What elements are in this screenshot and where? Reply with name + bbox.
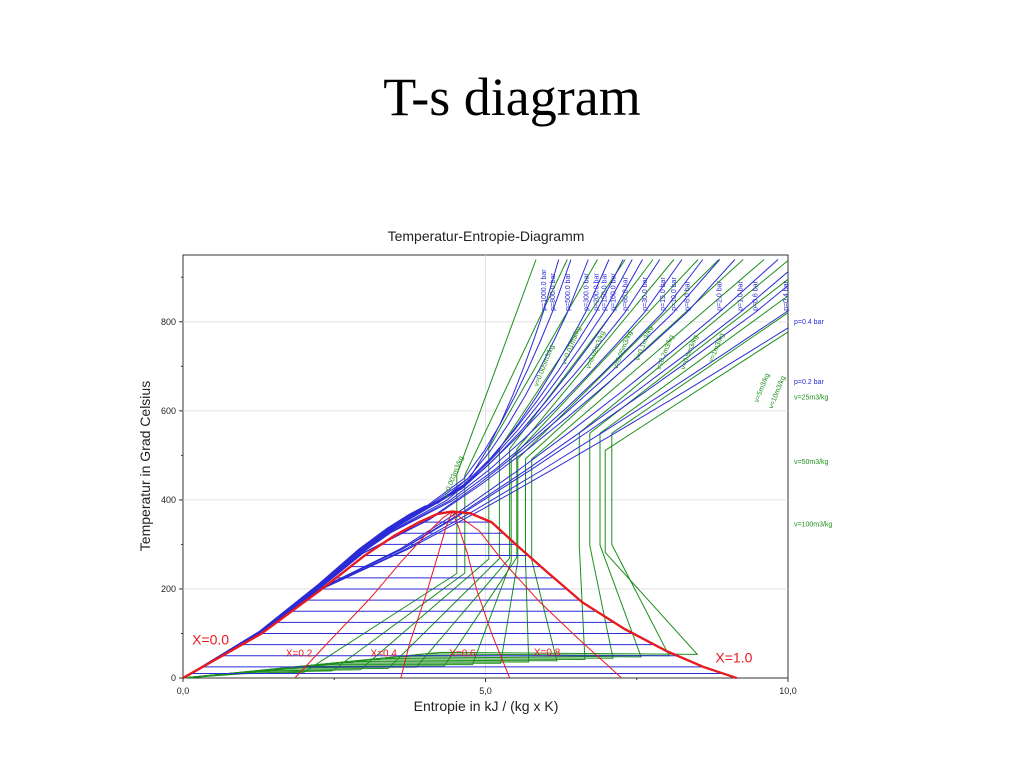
y-tick-label: 800	[161, 317, 176, 327]
quality-line	[451, 511, 511, 679]
quality-layer	[182, 510, 737, 680]
x-axis-label: Entropie in kJ / (kg x K)	[414, 698, 559, 714]
isochore-inline-label: v=0.5m3/kg	[680, 334, 700, 370]
quality-label: X=0.2	[286, 649, 313, 660]
isochore-inline-label: v=0.2m3/kg	[656, 334, 676, 370]
isobar-label: p=6.0 bar	[684, 280, 691, 310]
isobar-label: p=800.0 bar	[550, 273, 557, 311]
isobar-line	[182, 259, 624, 679]
isobar-layer	[182, 259, 789, 679]
quality-line	[294, 511, 453, 679]
isobar-label: p=1000.0 bar	[541, 269, 548, 311]
quality-label: X=0.0	[192, 632, 229, 648]
isobar-line	[182, 259, 704, 679]
y-tick-label: 600	[161, 406, 176, 416]
isobar-label: p=2.0 bar	[716, 280, 723, 310]
isochore-line	[182, 331, 789, 679]
chart-title: Temperatur-Entropie-Diagramm	[388, 228, 585, 244]
axis-layer: 0,0 5,0 10,0 0 200 400 600 800	[161, 276, 797, 696]
isobar-label: p=100.0 bar	[611, 273, 618, 311]
isochore-line	[182, 259, 699, 679]
isobar-label: p=0.6 bar	[753, 280, 760, 310]
quality-line	[451, 511, 622, 679]
isochore-inline-label: v=10m3/kg	[768, 375, 787, 410]
isochore-line	[182, 259, 598, 679]
isobar-label: p=15.0 bar	[660, 277, 667, 311]
quality-line	[400, 511, 453, 679]
isobar-label: p=300.0 bar	[583, 273, 590, 311]
x-tick-label: 0,0	[177, 686, 190, 696]
x-tick-label: 5,0	[479, 686, 492, 696]
isochore-side-label: v=25m3/kg	[794, 394, 829, 401]
isochore-line	[182, 259, 744, 679]
isobar-label: p=10.0 bar	[671, 277, 678, 311]
saturation-dome	[182, 510, 737, 680]
y-tick-label: 200	[161, 584, 176, 594]
isobar-label: p=30.0 bar	[642, 277, 649, 311]
isochore-line	[182, 259, 537, 679]
y-tick-label: 0	[171, 673, 176, 683]
isobar-side-label: p=0.4 bar	[794, 319, 824, 326]
isobar-line	[182, 259, 661, 679]
isobar-label: p=60.0 bar	[623, 277, 630, 311]
isotherm-layer	[190, 521, 724, 675]
isobar-label: p=150.0 bar	[601, 273, 608, 311]
quality-label: X=0.4	[371, 649, 398, 660]
x-tick-label: 10,0	[779, 686, 797, 696]
quality-label: X=1.0	[715, 649, 752, 665]
y-axis-label: Temperatur in Grad Celsius	[137, 381, 153, 551]
isochore-side-label: v=100m3/kg	[794, 521, 832, 528]
label-layer: X=0.0 X=0.2 X=0.4 X=0.6 X=0.8 X=1.0 p=1000.0 b…	[192, 269, 832, 666]
isobar-label: p=0.4 bar	[783, 280, 790, 310]
slide-title: T-s diagram	[383, 67, 641, 127]
isochore-side-label: v=50m3/kg	[794, 459, 829, 466]
isochore-layer	[182, 259, 789, 679]
isobar-label: p=1.0 bar	[738, 280, 745, 310]
isochore-inline-label: v=5m3/kg	[753, 372, 771, 403]
isobar-label: p=500.0 bar	[565, 273, 572, 311]
isobar-line	[182, 259, 643, 679]
quality-label: X=0.6	[449, 649, 476, 660]
quality-label: X=0.8	[534, 648, 561, 659]
y-tick-label: 400	[161, 495, 176, 505]
isochore-line	[182, 259, 626, 679]
isobar-line	[182, 259, 683, 679]
isochore-line	[182, 259, 765, 679]
isobar-label: p=200.0 bar	[594, 273, 601, 311]
isobar-side-label: p=0.2 bar	[794, 379, 824, 386]
